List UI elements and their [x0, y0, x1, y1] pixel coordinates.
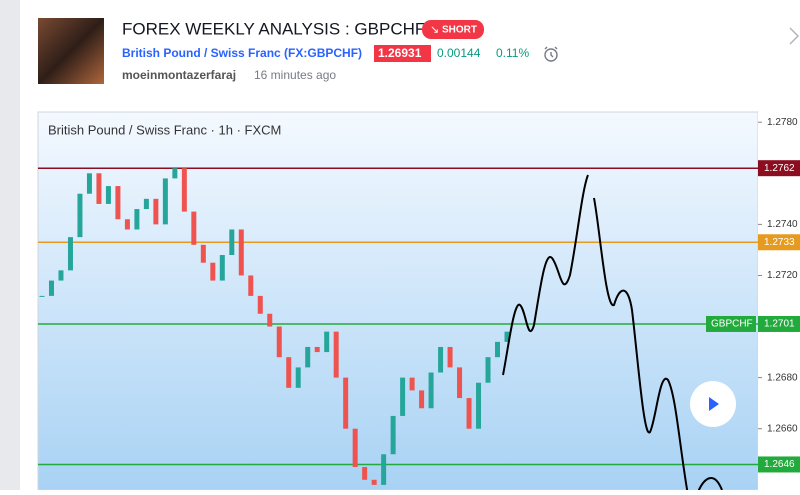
drawing	[502, 174, 723, 490]
freehand-line	[502, 174, 589, 376]
candle	[39, 295, 45, 297]
time: 16 minutes ago	[254, 68, 336, 82]
candle	[457, 367, 463, 399]
candle	[229, 229, 235, 256]
side-strip	[0, 0, 20, 490]
candle	[466, 398, 472, 429]
candle	[324, 331, 330, 353]
level-label: 1.2646	[764, 459, 795, 470]
candle	[210, 262, 216, 281]
change: 0.00144	[437, 46, 481, 60]
short-badge	[422, 20, 484, 39]
symbol-label: GBPCHF	[711, 319, 753, 330]
idea-title: FOREX WEEKLY ANALYSIS : GBPCHF	[122, 19, 425, 38]
candle	[362, 467, 368, 480]
level-tag	[758, 234, 800, 251]
candle	[276, 326, 282, 358]
price: 1.26931	[378, 46, 422, 60]
level-tag	[758, 456, 800, 473]
candle	[67, 237, 73, 271]
axis: 1.2780 1.2740 1.2720 1.2680 1.2660 1.2762 1.27…	[706, 117, 800, 473]
candle	[485, 357, 491, 383]
candle	[409, 377, 415, 391]
candle	[58, 270, 64, 281]
candle	[343, 377, 349, 429]
candle	[115, 186, 121, 220]
candle	[504, 331, 510, 342]
candle	[447, 346, 453, 368]
level-label: 1.2733	[764, 237, 795, 248]
candle	[419, 390, 425, 409]
candle	[314, 346, 320, 353]
candle	[143, 198, 149, 210]
candle	[77, 193, 83, 238]
y-tick-label: 1.2660	[767, 423, 798, 434]
candle	[48, 280, 54, 296]
alarm-icon[interactable]	[544, 46, 558, 62]
candle	[428, 372, 434, 409]
candle	[191, 211, 197, 245]
price-bg	[374, 45, 431, 62]
level-label: 1.2762	[764, 163, 795, 174]
candle	[200, 244, 206, 263]
level-label: 1.2701	[764, 319, 795, 330]
play-icon	[709, 397, 719, 411]
candle	[162, 178, 168, 225]
y-tick-label: 1.2680	[767, 372, 798, 383]
candle	[105, 186, 111, 204]
y-tick-label: 1.2740	[767, 219, 798, 230]
candle	[86, 173, 92, 194]
chart-legend: British Pound / Swiss Franc · 1h · FXCM	[48, 122, 281, 137]
freehand-line	[593, 197, 689, 490]
candle	[381, 454, 387, 485]
candle	[238, 229, 244, 276]
candle	[390, 415, 396, 455]
freehand-line	[697, 477, 723, 490]
level-tag	[758, 315, 800, 332]
candle	[153, 198, 159, 225]
y-tick-label: 1.2720	[767, 270, 798, 281]
plot	[38, 167, 758, 485]
candle	[172, 168, 178, 179]
author[interactable]: moeinmontazerfaraj	[122, 68, 236, 82]
chart-area	[37, 111, 759, 491]
candle	[286, 357, 292, 388]
candle	[248, 275, 254, 296]
candle	[181, 168, 187, 212]
level-tag	[758, 160, 800, 177]
candle	[400, 377, 406, 416]
candle	[305, 346, 311, 368]
candle	[476, 382, 482, 429]
candle	[267, 313, 273, 327]
candle	[495, 341, 501, 358]
y-tick-label: 1.2780	[767, 117, 798, 128]
candle	[333, 331, 339, 378]
change-pct: 0.11%	[496, 46, 529, 60]
candle	[438, 346, 444, 373]
candle	[352, 428, 358, 468]
candle	[134, 209, 140, 230]
badge-text: SHORT	[442, 25, 477, 36]
candle	[257, 295, 263, 314]
candle	[124, 219, 130, 230]
candle	[96, 173, 102, 204]
candle	[371, 479, 377, 485]
avatar[interactable]	[38, 18, 104, 84]
candle	[295, 367, 301, 388]
next-arrow[interactable]	[789, 27, 800, 45]
symbol-tag	[706, 315, 756, 332]
candle	[219, 255, 225, 281]
badge-arrow: ↘	[430, 24, 439, 36]
symbol-link[interactable]: British Pound / Swiss Franc (FX:GBPCHF)	[122, 46, 362, 60]
